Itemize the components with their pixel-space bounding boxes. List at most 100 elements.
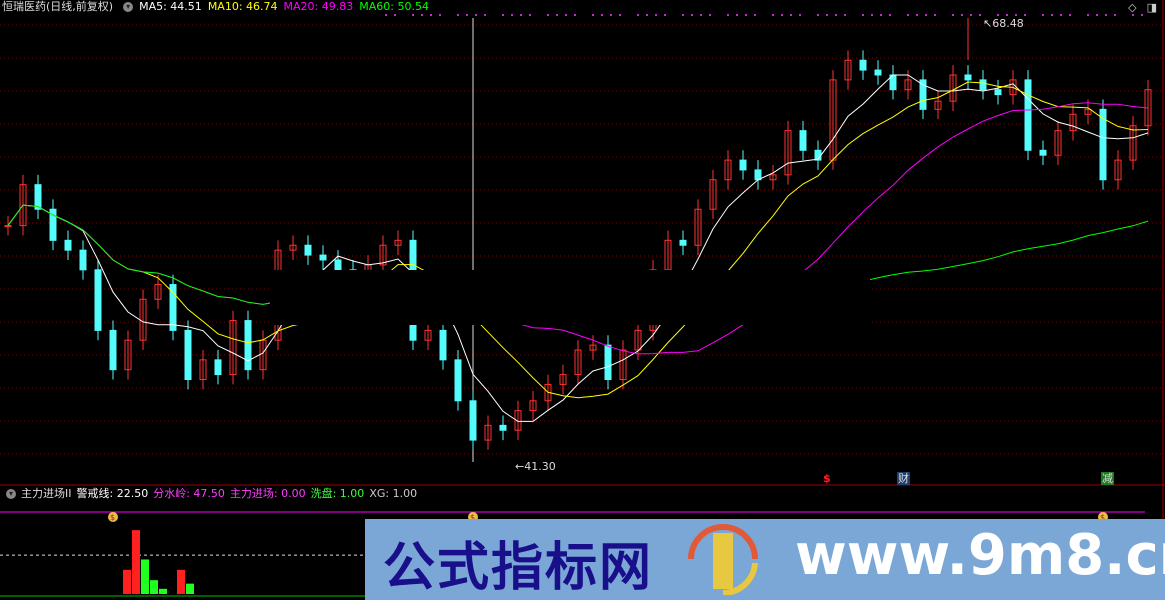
signal-dot bbox=[502, 14, 504, 16]
warn-line-value: 警戒线: 22.50 bbox=[76, 487, 149, 500]
candle-body bbox=[439, 329, 447, 361]
candle-body bbox=[124, 339, 132, 371]
candle-body bbox=[589, 344, 597, 351]
candle-body bbox=[454, 359, 462, 402]
indicator-bar bbox=[141, 559, 149, 594]
signal-dot bbox=[484, 14, 486, 16]
money-bag-icon bbox=[108, 512, 118, 522]
candle-body bbox=[199, 359, 207, 381]
candle-body bbox=[784, 130, 792, 176]
signal-dot bbox=[664, 14, 666, 16]
indicator-bar bbox=[177, 569, 185, 594]
candle-body bbox=[574, 349, 582, 376]
signal-dot bbox=[1006, 14, 1008, 16]
signal-dot bbox=[565, 14, 567, 16]
signal-dot bbox=[961, 14, 963, 16]
enter-value: 主力进场: 0.00 bbox=[229, 487, 306, 500]
marker-jian[interactable]: 减 bbox=[1101, 472, 1114, 485]
signal-dot bbox=[1114, 14, 1116, 16]
watermark-banner: 公式指标网 www.9m8.cn bbox=[365, 519, 1165, 600]
watermark-logo-icon bbox=[688, 524, 758, 595]
candle-body bbox=[874, 69, 882, 76]
candle-body bbox=[319, 254, 327, 261]
signal-dot bbox=[826, 14, 828, 16]
signal-dot bbox=[1051, 14, 1053, 16]
xg-value: XG: 1.00 bbox=[369, 487, 418, 500]
money-bag-symbol: $ bbox=[1100, 513, 1105, 522]
diamond-icon[interactable]: ◇ bbox=[1128, 1, 1137, 14]
candle-body bbox=[904, 79, 912, 91]
candle-body bbox=[214, 359, 222, 376]
signal-dot bbox=[772, 14, 774, 16]
signal-dot bbox=[925, 14, 927, 16]
signal-dot bbox=[421, 14, 423, 16]
signal-dot bbox=[466, 14, 468, 16]
watermark-url: www.9m8.cn bbox=[795, 523, 1165, 588]
signal-dot bbox=[646, 14, 648, 16]
indicator-bar bbox=[123, 569, 131, 594]
candle-body bbox=[559, 374, 567, 385]
signal-dot bbox=[457, 14, 459, 16]
signal-dot bbox=[547, 14, 549, 16]
signal-dot bbox=[709, 14, 711, 16]
signal-dot bbox=[1105, 14, 1107, 16]
candle-body bbox=[484, 424, 492, 441]
signal-dot bbox=[817, 14, 819, 16]
chevron-down-icon[interactable]: ▾ bbox=[123, 2, 134, 12]
signal-dot bbox=[691, 14, 693, 16]
candle-body bbox=[664, 239, 672, 271]
candle-body bbox=[184, 329, 192, 381]
candle-body bbox=[304, 244, 312, 256]
candle-body bbox=[844, 59, 852, 81]
signal-dot bbox=[1015, 14, 1017, 16]
candle-body bbox=[1054, 130, 1062, 156]
signal-dot bbox=[979, 14, 981, 16]
divide-value: 分水岭: 47.50 bbox=[153, 487, 225, 500]
signal-dot bbox=[799, 14, 801, 16]
top-right-tools: ◇ ◨ bbox=[1118, 1, 1157, 14]
signal-dot bbox=[745, 14, 747, 16]
ma60-value: MA60: 50.54 bbox=[359, 0, 429, 13]
candle-body bbox=[1129, 125, 1137, 161]
signal-dot bbox=[871, 14, 873, 16]
signal-dot bbox=[781, 14, 783, 16]
signal-dot bbox=[1024, 14, 1026, 16]
signal-dot bbox=[412, 14, 414, 16]
watermark-text: 公式指标网 bbox=[383, 538, 654, 598]
candle-body bbox=[499, 424, 507, 431]
candle-body bbox=[289, 244, 297, 251]
candle-body bbox=[1099, 108, 1107, 181]
signal-dot bbox=[790, 14, 792, 16]
marker-cai[interactable]: 财 bbox=[897, 472, 910, 485]
signal-dot bbox=[475, 14, 477, 16]
candle-body bbox=[109, 329, 117, 371]
candle-body bbox=[49, 208, 57, 241]
indicator-name: 主力进场II bbox=[21, 487, 72, 500]
signal-dot bbox=[1132, 14, 1134, 16]
chevron-down-icon[interactable]: ▾ bbox=[6, 489, 16, 499]
money-bag-symbol: $ bbox=[110, 513, 115, 522]
signal-dot bbox=[682, 14, 684, 16]
ma5-value: MA5: 44.51 bbox=[139, 0, 202, 13]
candle-body bbox=[1069, 113, 1077, 132]
signal-dot bbox=[511, 14, 513, 16]
signal-dot bbox=[907, 14, 909, 16]
candle-body bbox=[34, 184, 42, 210]
indicator-bar bbox=[132, 530, 140, 594]
candle-body bbox=[1084, 108, 1092, 115]
signal-dot bbox=[934, 14, 936, 16]
candle-body bbox=[1039, 149, 1047, 156]
candle-body bbox=[529, 400, 537, 412]
panel-toggle-icon[interactable]: ◨ bbox=[1146, 1, 1157, 14]
candle-body bbox=[604, 344, 612, 381]
candle-body bbox=[514, 410, 522, 431]
candle-body bbox=[859, 59, 867, 71]
candle-body bbox=[634, 329, 642, 351]
signal-dot bbox=[592, 14, 594, 16]
marker-dollar[interactable]: $ bbox=[823, 472, 831, 485]
candle-body bbox=[994, 89, 1002, 96]
candle-body bbox=[679, 239, 687, 246]
signal-dot bbox=[754, 14, 756, 16]
signal-dot bbox=[844, 14, 846, 16]
signal-dot bbox=[601, 14, 603, 16]
